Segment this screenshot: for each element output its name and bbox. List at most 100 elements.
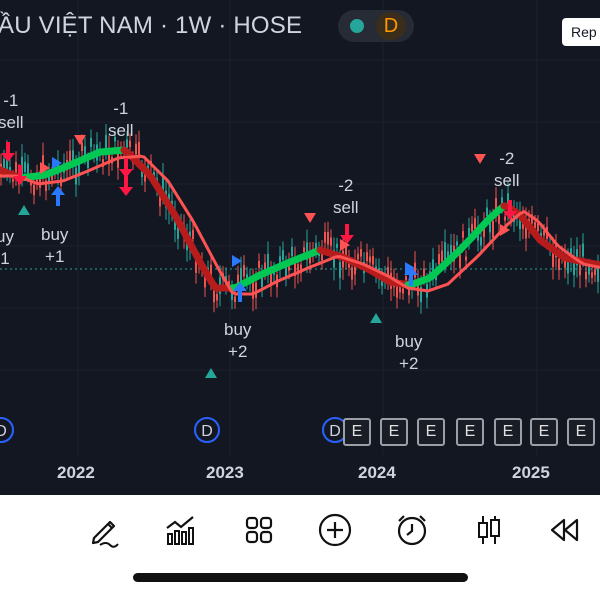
signal-label: buy +2 [395, 332, 423, 373]
candle-body [42, 155, 44, 173]
candle-body [339, 262, 341, 278]
candle-body [534, 222, 536, 229]
candle-body [345, 246, 347, 259]
candle-body [153, 172, 155, 177]
candle-body [231, 289, 233, 300]
candle-body [354, 260, 356, 275]
layout-grid-icon[interactable] [241, 512, 277, 548]
candle-body [84, 146, 86, 156]
candle-body [45, 180, 47, 192]
interval-badge[interactable]: D [376, 12, 406, 40]
candle-body [240, 267, 242, 283]
sell-triangle-icon [474, 154, 486, 164]
earnings-event-badge[interactable]: E [494, 418, 522, 446]
candle-body [324, 231, 326, 243]
candle-body [441, 250, 443, 262]
replay-rewind-icon[interactable] [546, 512, 582, 548]
buy-triangle-icon [205, 368, 217, 378]
earnings-event-badge[interactable]: E [567, 418, 595, 446]
trend-segment [592, 260, 600, 269]
sell-arrow-icon [1, 142, 15, 162]
candle-body [129, 140, 131, 147]
crossover-marker-icon [500, 224, 510, 236]
candle-body [252, 281, 254, 299]
earnings-event-badge[interactable]: E [380, 418, 408, 446]
sell-arrow-icon [119, 158, 133, 178]
candle-body [159, 195, 161, 207]
candle-body [519, 213, 521, 230]
candle-body [27, 163, 29, 174]
draw-pen-icon[interactable] [86, 512, 122, 548]
candle-body [525, 220, 527, 239]
crossover-marker-icon [40, 162, 50, 174]
candle-body [408, 286, 410, 296]
candle-body [291, 246, 293, 257]
candle-body [90, 138, 92, 147]
candle-body [489, 220, 491, 233]
candle-body [213, 289, 215, 303]
candle-body [360, 249, 362, 257]
candle-body [387, 267, 389, 280]
earnings-event-badge[interactable]: E [343, 418, 371, 446]
candle-body [594, 269, 596, 276]
bottom-toolbar [0, 495, 600, 600]
indicators-icon[interactable] [163, 512, 199, 548]
candle-body [423, 268, 425, 277]
buy-triangle-icon [18, 205, 30, 215]
earnings-event-badge[interactable]: E [530, 418, 558, 446]
candle-body [216, 294, 218, 301]
buy-triangle-icon [370, 313, 382, 323]
buy-arrow-icon [51, 186, 65, 206]
candle-body [105, 135, 107, 149]
candle-body [162, 175, 164, 192]
candle-body [456, 241, 458, 246]
candle-body [495, 197, 497, 212]
candle-body [279, 256, 281, 269]
replay-button[interactable]: Rep [562, 18, 600, 46]
chart-area[interactable]: ẦU VIỆT NAM · 1W · HOSE D Rep -1 sell -1 s… [0, 0, 600, 495]
candle-body [414, 262, 416, 278]
candle-body [261, 274, 263, 287]
candlestick-type-icon[interactable] [471, 512, 507, 548]
candle-body [138, 141, 140, 157]
candle-body [474, 218, 476, 230]
candle-body [558, 258, 560, 271]
candle-body [78, 162, 80, 175]
x-axis-label: 2025 [512, 463, 550, 482]
sell-arrow-icon [13, 165, 27, 185]
add-circle-icon[interactable] [317, 512, 353, 548]
candle-body [486, 207, 488, 217]
crossover-marker-icon [405, 262, 415, 274]
candle-body [255, 282, 257, 298]
x-axis-label: 2022 [57, 463, 95, 482]
earnings-event-badge[interactable]: E [417, 418, 445, 446]
candle-body [108, 147, 110, 164]
candle-body [399, 287, 401, 293]
candle-body [597, 266, 599, 282]
candle-body [282, 250, 284, 260]
market-open-indicator [350, 19, 364, 33]
candle-body [294, 259, 296, 276]
earnings-event-badge[interactable]: E [456, 418, 484, 446]
candle-body [381, 276, 383, 286]
price-chart[interactable] [0, 0, 600, 495]
candle-body [87, 160, 89, 169]
candle-body [144, 168, 146, 182]
candle-body [12, 176, 14, 182]
candle-body [81, 142, 83, 152]
market-status-pill[interactable]: D [338, 10, 414, 42]
alarm-clock-icon[interactable] [394, 512, 430, 548]
candle-body [432, 259, 434, 275]
sell-arrow-icon [503, 200, 517, 220]
candle-body [543, 230, 545, 236]
dividend-event-badge[interactable]: D [194, 417, 220, 443]
candle-body [366, 252, 368, 261]
candle-body [243, 264, 245, 277]
symbol-title[interactable]: ẦU VIỆT NAM · 1W · HOSE [0, 12, 303, 39]
candle-body [471, 223, 473, 232]
candle-body [228, 281, 230, 286]
sell-triangle-icon [74, 135, 86, 145]
candle-body [357, 253, 359, 260]
candle-body [204, 276, 206, 288]
candle-body [336, 243, 338, 248]
